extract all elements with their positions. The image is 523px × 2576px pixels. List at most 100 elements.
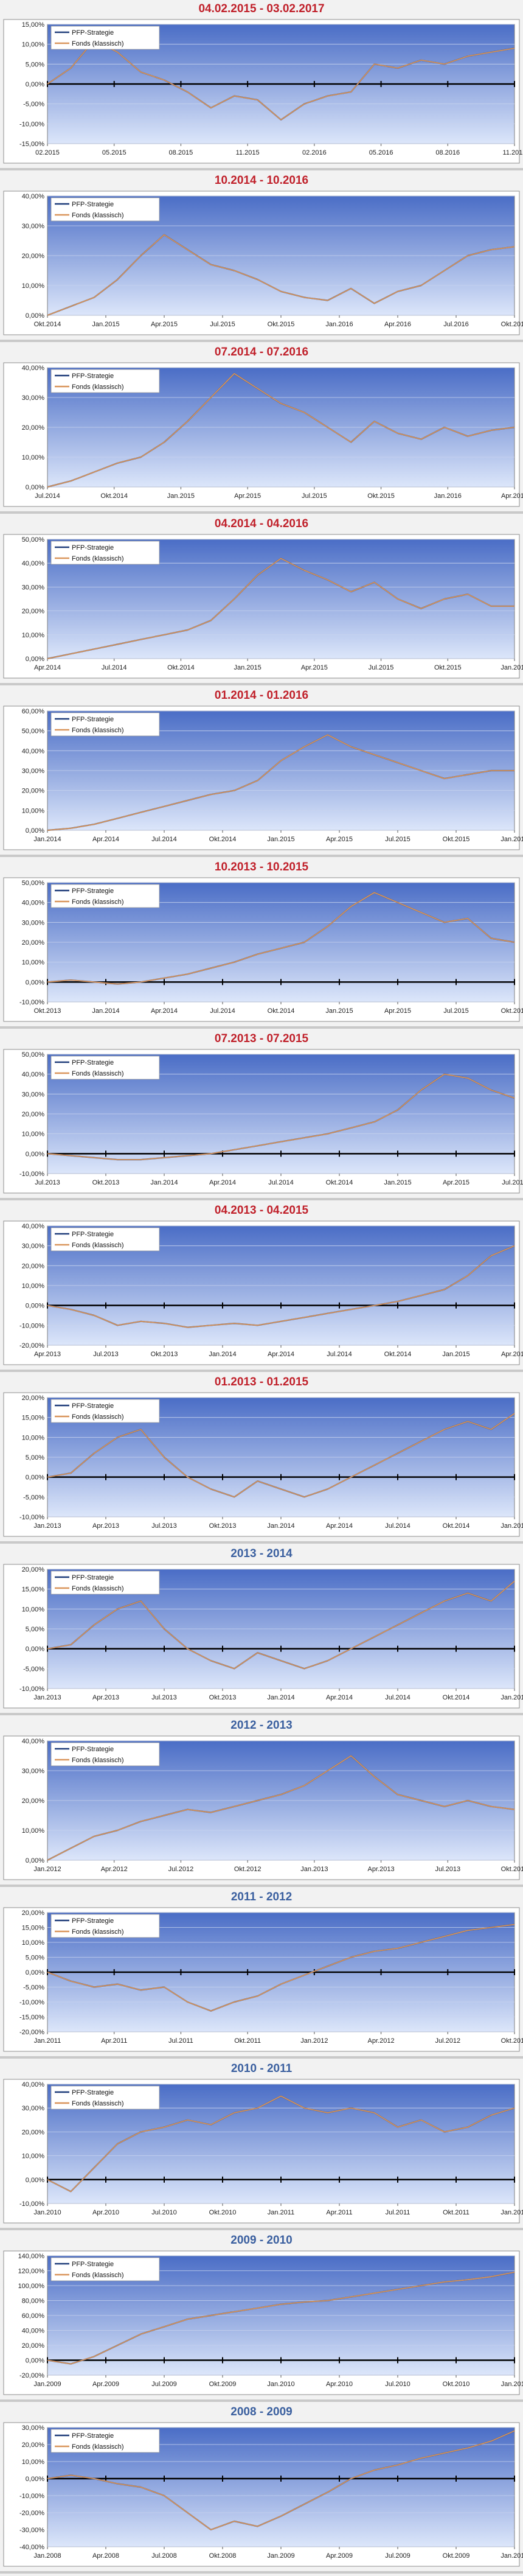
x-tick-label: Apr.2010 <box>92 2209 119 2216</box>
legend-label: Fonds (klassisch) <box>72 1242 124 1249</box>
x-tick-label: Okt.2015 <box>501 1007 523 1015</box>
legend-label: PFP-Strategie <box>72 1402 114 1410</box>
y-tick-label: -15,00% <box>19 141 44 148</box>
x-tick-label: Jul.2011 <box>386 2209 410 2216</box>
x-tick-label: 11.2015 <box>236 149 260 156</box>
x-tick-label: Okt.2013 <box>92 1179 120 1186</box>
y-tick-label: -20,00% <box>19 2029 44 2036</box>
x-tick-label: Apr.2013 <box>368 1866 395 1873</box>
x-tick-label: Jul.2014 <box>268 1179 294 1186</box>
x-tick-label: Jul.2010 <box>385 2381 410 2388</box>
x-tick-label: Apr.2012 <box>368 2037 395 2045</box>
legend-label: Fonds (klassisch) <box>72 1070 124 1077</box>
x-tick-label: Jan.2009 <box>267 2552 294 2560</box>
legend: PFP-Strategie Fonds (klassisch) <box>50 2429 160 2453</box>
x-tick-label: Jul.2015 <box>302 492 327 500</box>
y-tick-label: 40,00% <box>22 1071 45 1079</box>
x-tick-label: Okt.2013 <box>501 1866 523 1873</box>
x-tick-label: Jan.2016 <box>500 836 523 843</box>
x-tick-label: Jul.2015 <box>369 664 394 671</box>
y-tick-label: 20,00% <box>22 1909 45 1917</box>
y-tick-label: 20,00% <box>22 608 45 615</box>
y-tick-label: 10,00% <box>22 1434 45 1441</box>
x-tick-label: Jul.2013 <box>151 1522 177 1530</box>
chart-svg: 50,00% 40,00% 30,00% 20,00% 10,00% 0,00% -10,0… <box>3 1049 523 1194</box>
legend: PFP-Strategie Fonds (klassisch) <box>50 369 160 393</box>
x-tick-label: Jan.2015 <box>442 1351 469 1358</box>
y-tick-label: 30,00% <box>22 2424 45 2432</box>
legend: PFP-Strategie Fonds (klassisch) <box>50 1399 160 1423</box>
legend-box <box>50 2085 160 2110</box>
x-tick-label: Okt.2014 <box>443 1694 470 1701</box>
y-tick-label: 0,00% <box>26 2177 44 2184</box>
x-tick-label: Okt.2014 <box>384 1351 412 1358</box>
legend-box <box>50 2257 160 2281</box>
x-tick-label: Apr.2015 <box>234 492 261 500</box>
y-tick-label: 30,00% <box>22 223 45 230</box>
y-tick-label: 10,00% <box>22 959 45 967</box>
x-tick-label: Jul.2011 <box>168 2037 193 2045</box>
panel-separator <box>0 1713 523 1715</box>
panel-separator <box>0 511 523 514</box>
panel-separator <box>0 168 523 170</box>
y-tick-label: 30,00% <box>22 1768 45 1775</box>
panel-separator <box>0 1885 523 1887</box>
legend-label: Fonds (klassisch) <box>72 383 124 391</box>
x-tick-label: Jan.2009 <box>33 2381 61 2388</box>
x-tick-label: Jan.2015 <box>267 836 294 843</box>
series-line-fonds <box>47 1245 515 1328</box>
panel-separator <box>0 1198 523 1200</box>
y-tick-label: 30,00% <box>22 2105 45 2112</box>
x-tick-label: Jan.2015 <box>92 321 119 328</box>
x-tick-label: Jul.2008 <box>151 2552 177 2560</box>
x-tick-label: Apr.2014 <box>34 664 61 671</box>
legend: PFP-Strategie Fonds (klassisch) <box>50 2257 160 2281</box>
x-tick-label: Jan.2012 <box>33 1866 61 1873</box>
y-tick-label: 80,00% <box>22 2298 45 2305</box>
x-tick-label: Jan.2016 <box>500 664 523 671</box>
legend-box <box>50 1227 160 1251</box>
y-tick-label: -5,00% <box>23 1665 44 1673</box>
chart-svg: 40,00% 30,00% 20,00% 10,00% 0,00%Okt.2014 Jan… <box>3 191 523 335</box>
chart-panel: 07.2013 - 07.2015 50,00% 40,00% 30,00% 20,00… <box>0 1030 523 1194</box>
x-tick-label: Jan.2014 <box>209 1351 236 1358</box>
panel-separator <box>0 1541 523 1544</box>
x-tick-label: 02.2016 <box>302 149 327 156</box>
chart-title: 2008 - 2009 <box>230 2406 293 2418</box>
y-tick-label: 40,00% <box>22 193 45 200</box>
chart-panel: 2008 - 2009 30,00% 20,00% 10,00% 0,00% -10,00… <box>0 2403 523 2567</box>
x-tick-label: Okt.2010 <box>209 2209 237 2216</box>
chart-panel: 04.2014 - 04.2016 50,00% 40,00% 30,00% 20,00… <box>0 515 523 679</box>
x-tick-label: Okt.2011 <box>234 2037 261 2045</box>
legend-label: PFP-Strategie <box>72 2261 114 2268</box>
y-tick-label: 50,00% <box>22 880 45 887</box>
series-line-fonds <box>47 892 515 985</box>
y-tick-label: -10,00% <box>19 2493 44 2500</box>
chart-svg: 40,00% 30,00% 20,00% 10,00% 0,00% Jan.2012 Apr… <box>3 1735 523 1880</box>
x-tick-label: Okt.2014 <box>167 664 195 671</box>
chart-svg: 20,00% 15,00% 10,00% 5,00% 0,00% -5,00% -10,00… <box>3 1907 523 2052</box>
y-tick-label: -10,00% <box>19 1999 44 2006</box>
y-tick-label: 5,00% <box>26 1626 44 1633</box>
y-tick-label: -15,00% <box>19 2014 44 2021</box>
y-tick-label: -5,00% <box>23 101 44 108</box>
x-tick-label: Apr.2014 <box>151 1007 178 1015</box>
chart-panel: 2009 - 2010 140,00% 120,00% 100,00% 80,00% 60… <box>0 2231 523 2395</box>
legend: PFP-Strategie Fonds (klassisch) <box>50 197 160 222</box>
legend-label: Fonds (klassisch) <box>72 1413 124 1421</box>
x-tick-label: Jan.2015 <box>325 1007 353 1015</box>
x-tick-label: Jan.2014 <box>92 1007 119 1015</box>
x-tick-label: Okt.2014 <box>443 1522 470 1530</box>
chart-svg: 20,00% 15,00% 10,00% 5,00% 0,00% -5,00% -10,00… <box>3 1564 523 1709</box>
x-tick-label: Jul.2014 <box>327 1351 352 1358</box>
y-tick-label: 60,00% <box>22 708 45 715</box>
y-tick-label: 50,00% <box>22 1051 45 1059</box>
legend-label: PFP-Strategie <box>72 373 114 380</box>
x-tick-label: 08.2015 <box>169 149 193 156</box>
y-tick-label: 10,00% <box>22 2153 45 2160</box>
x-tick-label: Jul.2014 <box>210 1007 235 1015</box>
x-tick-label: Apr.2015 <box>326 836 353 843</box>
legend: PFP-Strategie Fonds (klassisch) <box>50 2085 160 2110</box>
y-tick-label: 50,00% <box>22 536 45 544</box>
x-tick-label: Okt.2011 <box>443 2209 469 2216</box>
